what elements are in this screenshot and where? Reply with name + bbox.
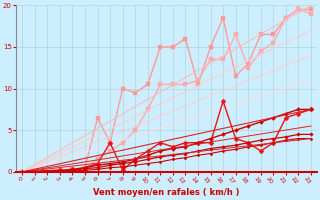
X-axis label: Vent moyen/en rafales ( km/h ): Vent moyen/en rafales ( km/h ) [93, 188, 240, 197]
